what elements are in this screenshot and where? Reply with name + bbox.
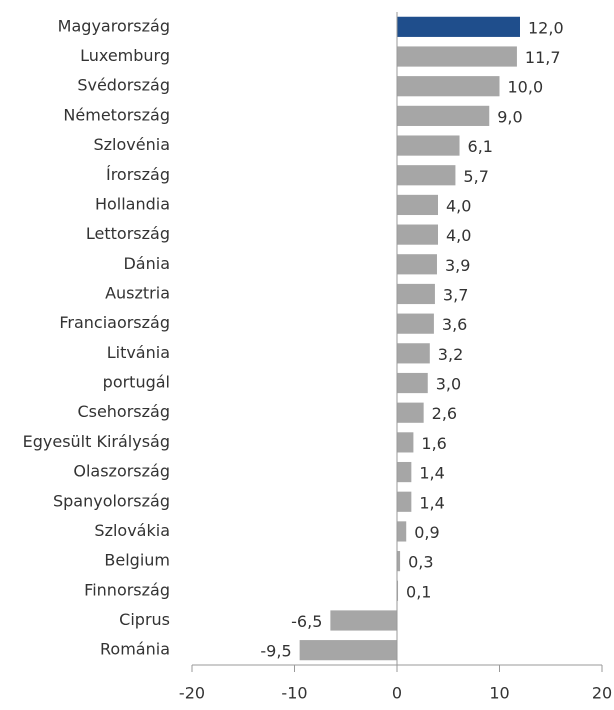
bar — [397, 461, 412, 483]
x-tick-label: 20 — [592, 684, 612, 703]
category-label: Franciaország — [59, 313, 170, 332]
bar — [397, 551, 401, 572]
bar — [397, 16, 520, 37]
category-label: Szlovákia — [94, 521, 170, 540]
bar — [397, 580, 399, 601]
category-label: Lettország — [86, 224, 170, 243]
value-label: 5,7 — [463, 167, 488, 186]
category-label: Csehország — [77, 402, 170, 421]
value-label: 4,0 — [446, 196, 471, 215]
bar — [397, 432, 414, 453]
category-label: Magyarország — [58, 16, 170, 35]
value-label: 1,4 — [419, 493, 444, 512]
category-label: Svédország — [77, 76, 170, 95]
category-label: Olaszország — [73, 462, 170, 481]
category-label: Luxemburg — [80, 46, 170, 65]
bar — [397, 491, 412, 512]
value-label: -6,5 — [291, 612, 322, 631]
category-label: Románia — [100, 640, 170, 659]
category-label: Hollandia — [95, 194, 170, 213]
value-label: 11,7 — [525, 48, 561, 67]
bar — [397, 46, 517, 67]
bar — [397, 194, 438, 216]
bar — [397, 313, 434, 334]
bar — [397, 165, 456, 186]
value-label: 1,4 — [419, 464, 444, 483]
value-label: 4,0 — [446, 226, 471, 245]
category-label: Németország — [63, 105, 170, 124]
bar — [397, 76, 500, 97]
bar — [397, 135, 460, 156]
value-label: 12,0 — [528, 18, 564, 37]
bar — [397, 402, 424, 423]
category-label: Ausztria — [105, 283, 170, 302]
value-label: 0,3 — [408, 553, 433, 572]
value-label: 3,2 — [438, 345, 463, 364]
category-label: Finnország — [84, 580, 170, 599]
bar — [397, 343, 430, 364]
bar — [330, 610, 397, 631]
category-label: Egyesült Királyság — [23, 432, 170, 451]
value-label: 10,0 — [508, 78, 544, 97]
x-tick-label: -20 — [179, 684, 205, 703]
x-tick-label: 0 — [392, 684, 402, 703]
value-label: 1,6 — [421, 434, 446, 453]
value-label: 3,7 — [443, 285, 468, 304]
bar — [397, 521, 407, 542]
bar — [397, 283, 435, 305]
value-label: 9,0 — [497, 107, 522, 126]
category-label: Spanyolország — [53, 491, 170, 510]
bar — [299, 640, 397, 661]
bar — [397, 254, 437, 275]
bar — [397, 372, 428, 394]
value-label: -9,5 — [260, 642, 291, 661]
value-label: 3,0 — [436, 375, 461, 394]
value-label: 2,6 — [432, 404, 457, 423]
category-label: Belgium — [104, 551, 170, 570]
category-label: Szlovénia — [94, 135, 171, 154]
category-label: portugál — [103, 373, 170, 392]
category-label: Írország — [106, 165, 170, 184]
value-label: 6,1 — [468, 137, 493, 156]
category-label: Litvánia — [107, 343, 170, 362]
value-label: 3,6 — [442, 315, 467, 334]
category-label: Ciprus — [119, 610, 170, 629]
category-label: Dánia — [123, 254, 170, 273]
bar — [397, 224, 438, 245]
x-tick-label: 10 — [489, 684, 509, 703]
x-tick-label: -10 — [281, 684, 307, 703]
bar — [397, 105, 490, 126]
value-label: 0,9 — [414, 523, 439, 542]
value-label: 3,9 — [445, 256, 470, 275]
value-label: 0,1 — [406, 582, 431, 601]
